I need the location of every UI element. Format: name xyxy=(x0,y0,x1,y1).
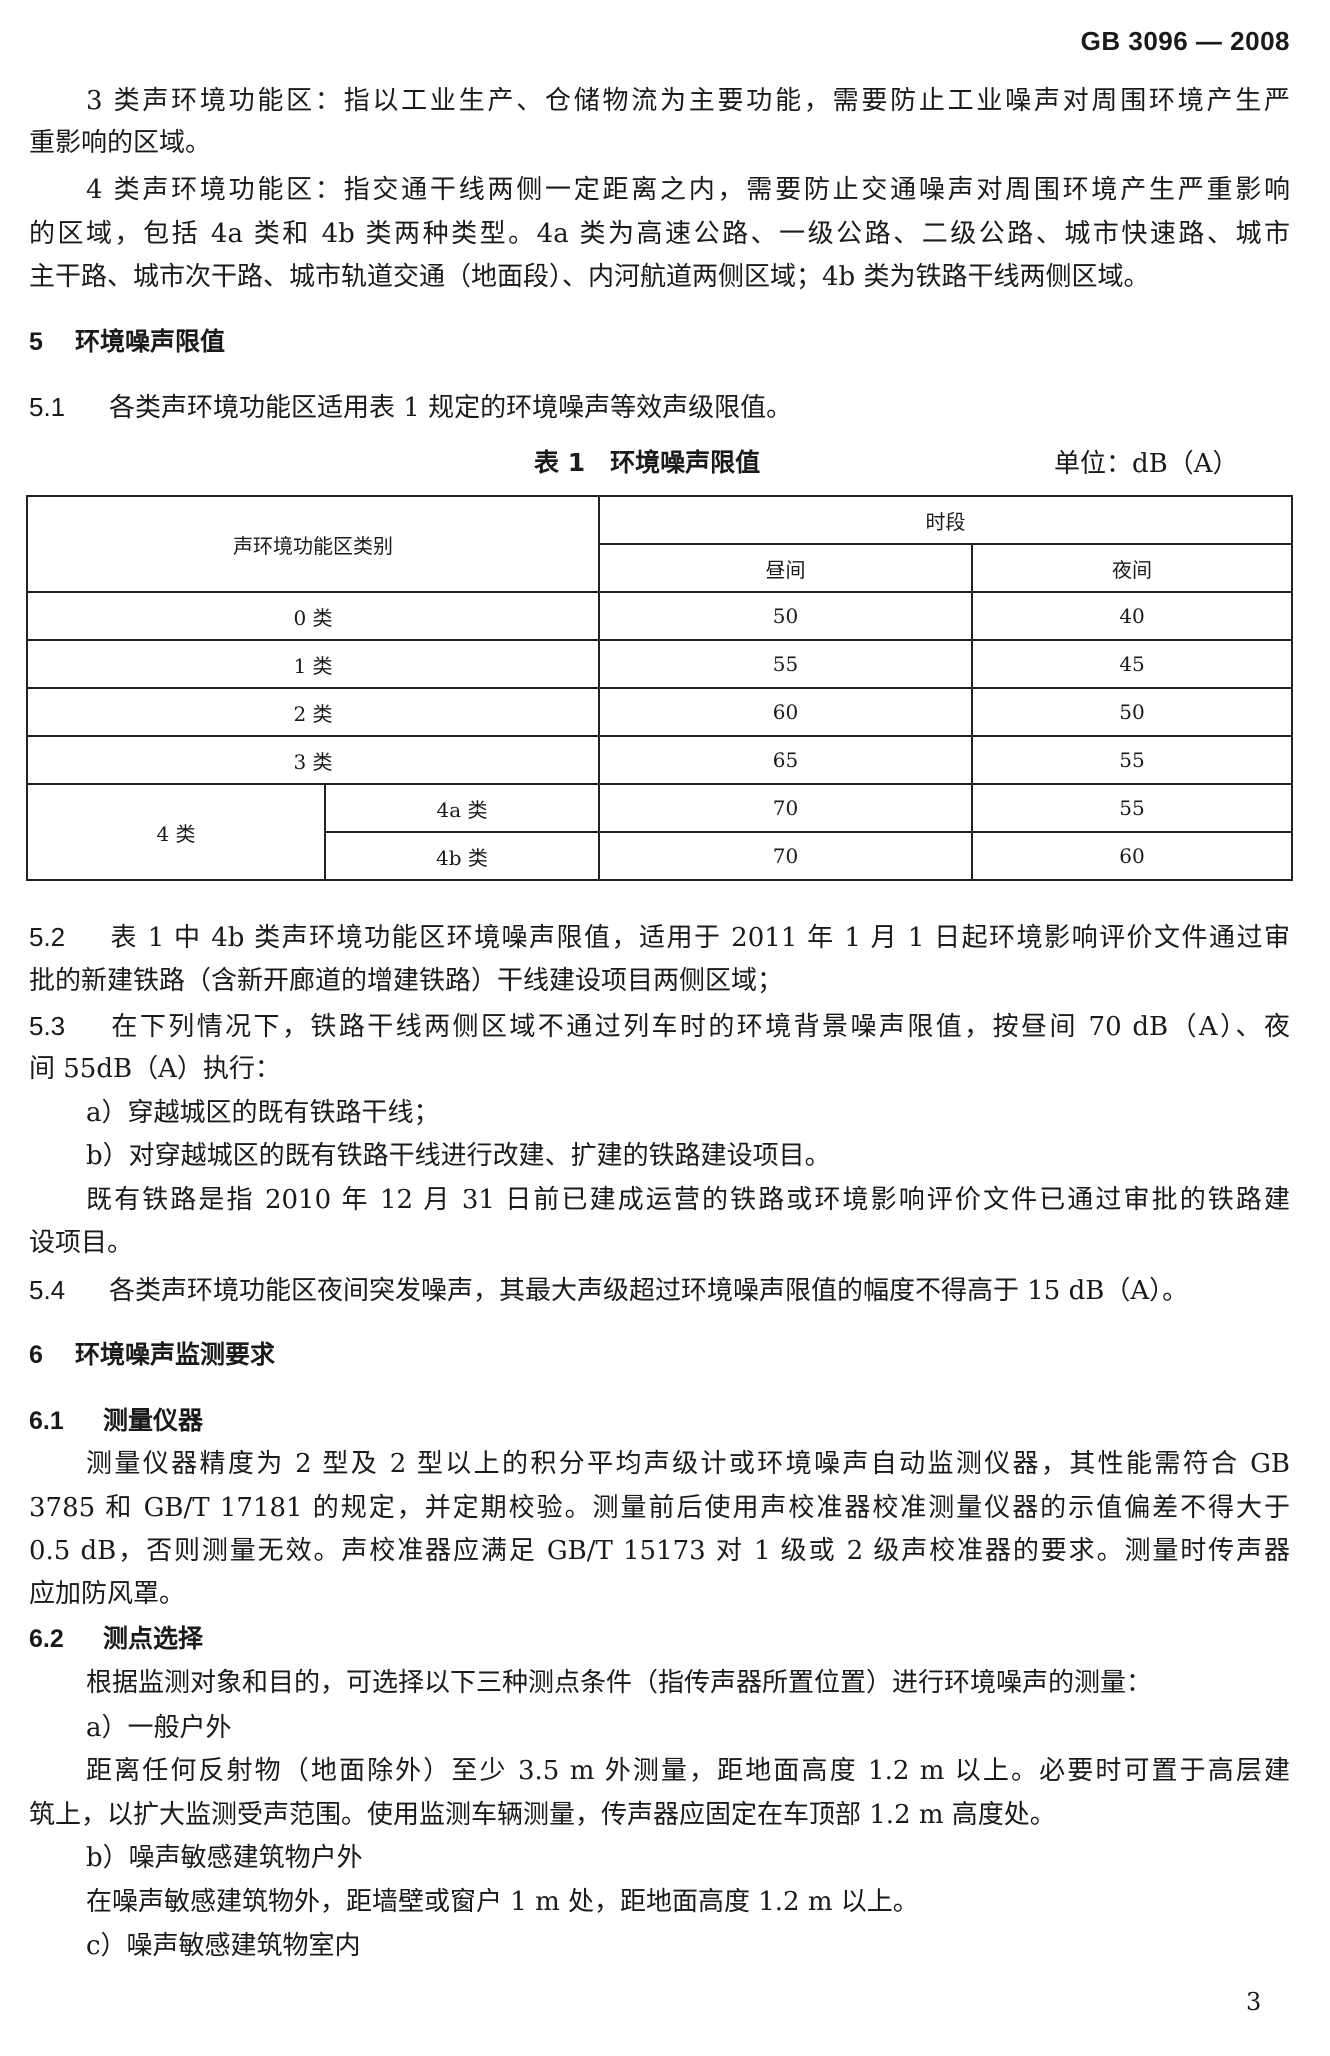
noise-limit-table: 声环境功能区类别 时段 昼间 夜间 0 类 50 40 1 类 55 45 2 类 60 50 … xyxy=(26,495,1293,881)
section-number: 6 xyxy=(29,1341,43,1369)
clause-5-4: 5.4 各类声环境功能区夜间突发噪声，其最大声级超过环境噪声限值的幅度不得高于 1… xyxy=(29,1268,1290,1312)
clause-title: 测点选择 xyxy=(103,1624,204,1653)
clause-number: 6.2 xyxy=(29,1625,64,1653)
list-item: a）穿越城区的既有铁路干线； xyxy=(86,1098,440,1128)
cell-category: 0 类 xyxy=(26,591,600,641)
paragraph-line: 根据监测对象和目的，可选择以下三种测点条件（指传声器所置位置）进行环境噪声的测量… xyxy=(86,1668,1153,1698)
header-category: 声环境功能区类别 xyxy=(26,495,600,593)
clause-text: 各类声环境功能区夜间突发噪声，其最大声级超过环境噪声限值的幅度不得高于 15 d… xyxy=(109,1276,1189,1306)
paragraph-line: 的区域，包括 4a 类和 4b 类两种类型。4a 类为高速公路、一级公路、二级公… xyxy=(29,219,1290,249)
clause-6-2-heading: 6.2 测点选择 xyxy=(29,1617,1290,1661)
cell-subcategory: 4a 类 xyxy=(324,783,600,833)
table-row: 0 类 50 40 xyxy=(26,591,1293,641)
cell-night: 55 xyxy=(971,783,1293,833)
clause-5-3: 5.3 在下列情况下，铁路干线两侧区域不通过列车时的环境背景噪声限值，按昼间 70… xyxy=(29,1004,1290,1048)
paragraph-line: 筑上，以扩大监测受声范围。使用监测车辆测量，传声器应固定在车顶部 1.2 m 高… xyxy=(29,1800,1056,1830)
section-6-heading: 6 环境噪声监测要求 xyxy=(29,1333,1290,1377)
cell-night: 50 xyxy=(971,687,1293,737)
header-day: 昼间 xyxy=(598,543,973,593)
paragraph-line: 应加防风罩。 xyxy=(29,1579,186,1609)
cell-subcategory: 4b 类 xyxy=(324,831,600,881)
clause-number: 5.4 xyxy=(29,1275,66,1305)
cell-category: 1 类 xyxy=(26,639,600,689)
cell-night: 45 xyxy=(971,639,1293,689)
cell-night: 60 xyxy=(971,831,1293,881)
paragraph-line: 距离任何反射物（地面除外）至少 3.5 m 外测量，距地面高度 1.2 m 以上… xyxy=(86,1756,1290,1786)
clause-number: 5.2 xyxy=(29,922,66,952)
paragraph-line: 3 类声环境功能区：指以工业生产、仓储物流为主要功能，需要防止工业噪声对周围环境… xyxy=(86,86,1290,116)
clause-6-1-heading: 6.1 测量仪器 xyxy=(29,1399,1290,1443)
cell-day: 70 xyxy=(598,831,973,881)
cell-category: 4 类 xyxy=(26,783,326,881)
paragraph-line: 0.5 dB，否则测量无效。声校准器应满足 GB/T 15173 对 1 级或 … xyxy=(29,1536,1290,1566)
list-item: c）噪声敏感建筑物室内 xyxy=(86,1931,361,1961)
cell-day: 65 xyxy=(598,735,973,785)
table-row: 4 类 4a 类 70 55 xyxy=(26,783,1293,881)
cell-category: 2 类 xyxy=(26,687,600,737)
paragraph-line: 4 类声环境功能区：指交通干线两侧一定距离之内，需要防止交通噪声对周围环境产生严… xyxy=(86,175,1290,205)
table-row: 1 类 55 45 xyxy=(26,639,1293,689)
clause-title: 测量仪器 xyxy=(103,1406,204,1435)
paragraph-line: 重影响的区域。 xyxy=(29,128,212,158)
clause-5-1: 5.1 各类声环境功能区适用表 1 规定的环境噪声等效声级限值。 xyxy=(29,385,1290,429)
paragraph-line: 在噪声敏感建筑物外，距墙壁或窗户 1 m 处，距地面高度 1.2 m 以上。 xyxy=(86,1887,919,1917)
cell-day: 50 xyxy=(598,591,973,641)
paragraph-line: 批的新建铁路（含新开廊道的增建铁路）干线建设项目两侧区域； xyxy=(29,966,784,996)
cell-day: 60 xyxy=(598,687,973,737)
list-item: b）噪声敏感建筑物户外 xyxy=(86,1843,363,1873)
cell-night: 55 xyxy=(971,735,1293,785)
clause-number: 5.1 xyxy=(29,392,66,422)
cell-night: 40 xyxy=(971,591,1293,641)
list-item: b）对穿越城区的既有铁路干线进行改建、扩建的铁路建设项目。 xyxy=(86,1141,831,1171)
section-title: 环境噪声限值 xyxy=(75,327,226,356)
clause-text: 各类声环境功能区适用表 1 规定的环境噪声等效声级限值。 xyxy=(109,393,793,423)
clause-number: 6.1 xyxy=(29,1407,64,1435)
paragraph-line: 设项目。 xyxy=(29,1228,134,1258)
page-number: 3 xyxy=(1246,1988,1262,2016)
clause-5-2: 5.2 表 1 中 4b 类声环境功能区环境噪声限值，适用于 2011 年 1 月… xyxy=(29,915,1290,959)
cell-category: 3 类 xyxy=(26,735,600,785)
section-title: 环境噪声监测要求 xyxy=(75,1340,276,1369)
list-item: a）一般户外 xyxy=(86,1713,232,1743)
paragraph-line: 3785 和 GB/T 17181 的规定，并定期校验。测量前后使用声校准器校准… xyxy=(29,1493,1290,1523)
section-number: 5 xyxy=(29,328,43,356)
clause-text: 表 1 中 4b 类声环境功能区环境噪声限值，适用于 2011 年 1 月 1 … xyxy=(109,923,1290,953)
table-row: 4b 类 70 60 xyxy=(27,831,1293,881)
cell-day: 70 xyxy=(598,783,973,833)
header-period: 时段 xyxy=(598,495,1293,545)
paragraph-line: 间 55dB（A）执行： xyxy=(29,1054,281,1084)
paragraph-line: 既有铁路是指 2010 年 12 月 31 日前已建成运营的铁路或环境影响评价文… xyxy=(86,1185,1290,1215)
header-night: 夜间 xyxy=(971,543,1293,593)
clause-text: 在下列情况下，铁路干线两侧区域不通过列车时的环境背景噪声限值，按昼间 70 dB… xyxy=(109,1012,1290,1042)
table-row: 2 类 60 50 xyxy=(26,687,1293,737)
standard-number-header: GB 3096 — 2008 xyxy=(1080,26,1290,56)
table-row: 3 类 65 55 xyxy=(26,735,1293,785)
cell-day: 55 xyxy=(598,639,973,689)
paragraph-line: 测量仪器精度为 2 型及 2 型以上的积分平均声级计或环境噪声自动监测仪器，其性… xyxy=(86,1449,1290,1479)
paragraph-line: 主干路、城市次干路、城市轨道交通（地面段）、内河航道两侧区域；4b 类为铁路干线… xyxy=(29,262,1150,292)
section-5-heading: 5 环境噪声限值 xyxy=(29,320,1290,364)
table-unit: 单位：dB（A） xyxy=(1054,449,1239,479)
table-caption: 表 1 环境噪声限值 xyxy=(534,448,761,477)
clause-number: 5.3 xyxy=(29,1011,66,1041)
